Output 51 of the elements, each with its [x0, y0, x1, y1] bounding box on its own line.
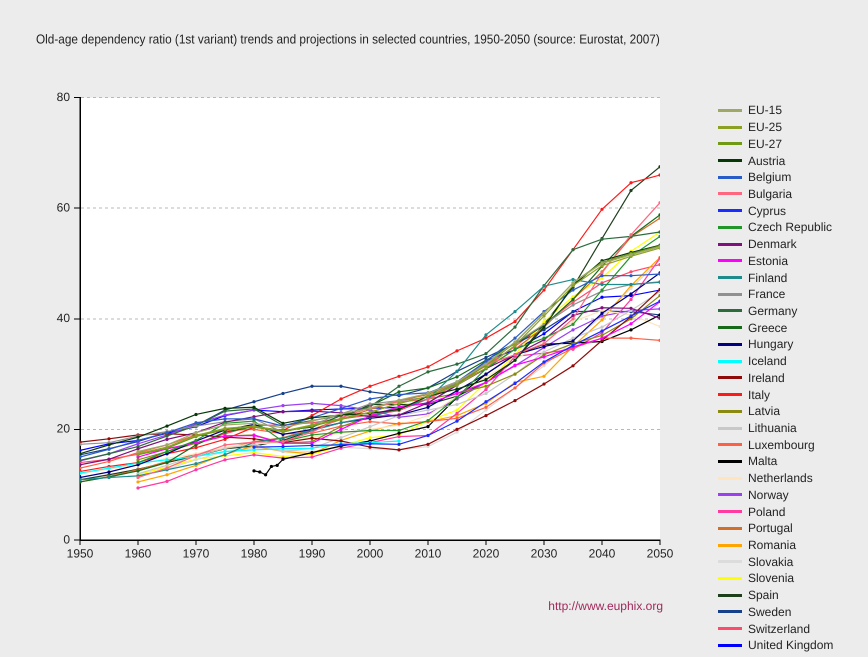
x-tick-label: 1960 — [124, 546, 152, 561]
legend-label: Hungary — [748, 337, 794, 352]
legend-label: Spain — [748, 588, 779, 602]
legend-label: Austria — [748, 154, 786, 168]
legend-label: Ireland — [748, 370, 785, 385]
legend-label: Czech Republic — [748, 220, 832, 234]
legend-label: Slovenia — [748, 571, 794, 586]
legend-label: Malta — [748, 454, 778, 468]
legend-label: Sweden — [748, 604, 792, 619]
x-tick-label: 1980 — [240, 546, 268, 561]
x-tick-label: 2010 — [414, 546, 442, 561]
legend-label: Belgium — [748, 170, 792, 184]
legend-label: United Kingdom — [748, 638, 834, 652]
y-tick-label: 80 — [56, 90, 70, 104]
legend-label: Latvia — [748, 404, 780, 418]
legend-label: Slovakia — [748, 554, 794, 569]
x-tick-label: 2050 — [646, 546, 674, 561]
legend-label: Estonia — [748, 254, 788, 268]
legend-label: Lithuania — [748, 421, 797, 436]
legend-label: Netherlands — [748, 471, 813, 486]
legend-label: Germany — [748, 304, 798, 318]
legend-label: Cyprus — [748, 204, 786, 218]
legend-label: EU-27 — [748, 136, 782, 151]
x-tick-label: 1950 — [66, 546, 94, 561]
legend-label: Norway — [748, 488, 789, 502]
legend-label: EU-25 — [748, 120, 782, 134]
y-tick-label: 20 — [56, 422, 70, 436]
legend-label: Iceland — [748, 354, 787, 368]
text: http://www.euphix.org — [548, 599, 663, 614]
legend-label: Greece — [748, 320, 788, 335]
y-tick-label: 60 — [56, 200, 70, 215]
x-tick-label: 2030 — [530, 546, 558, 561]
legend-label: EU-15 — [748, 103, 782, 118]
legend-label: Portugal — [748, 521, 793, 536]
legend-label: Switzerland — [748, 622, 810, 636]
x-tick-label: 1970 — [182, 546, 210, 561]
y-tick-label: 0 — [63, 532, 70, 546]
x-tick-label: 2000 — [356, 546, 384, 561]
legend-label: Finland — [748, 270, 788, 285]
chart-title: Old-age dependency ratio (1st variant) trends and projections in selected countries, 1950-2050 (source: Eurostat, 2007) — [36, 32, 660, 47]
legend-label: France — [748, 287, 786, 302]
legend-label: Italy — [748, 388, 770, 402]
x-tick-label: 2020 — [472, 546, 500, 561]
y-tick-label: 40 — [56, 311, 70, 326]
legend-label: Bulgaria — [748, 186, 792, 201]
legend-label: Denmark — [748, 237, 797, 252]
legend-label: Poland — [748, 504, 786, 519]
legend-label: Luxembourg — [748, 438, 815, 452]
x-tick-label: 1990 — [298, 546, 326, 561]
legend-label: Romania — [748, 538, 796, 552]
x-tick-label: 2040 — [588, 546, 616, 561]
